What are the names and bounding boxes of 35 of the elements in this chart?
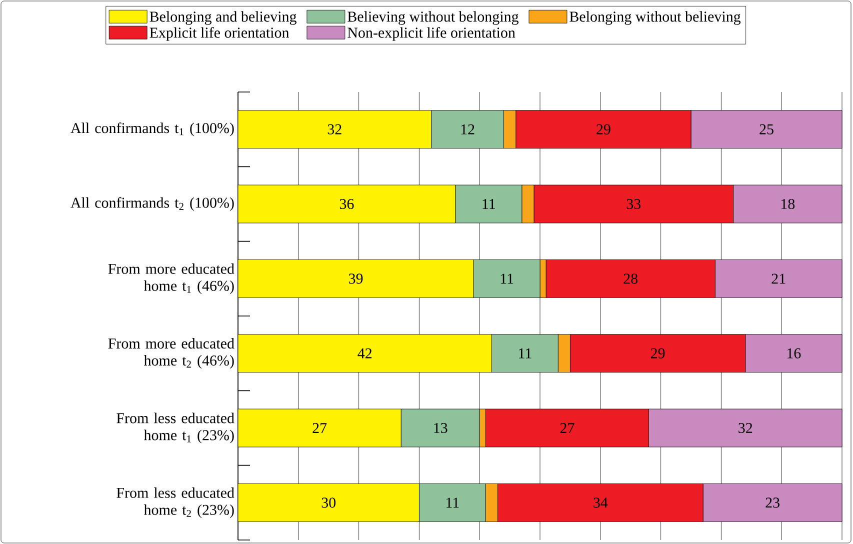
data-label: 11 [500,274,514,284]
data-label: 27 [312,423,327,433]
y-tick-label: From more educated home t$_{1}$ (46%) [108,263,234,294]
data-label: 34 [594,498,608,508]
data-label: 23 [766,498,780,508]
data-label: 32 [738,422,752,434]
legend-label: Non-explicit life orientation [348,27,516,41]
data-label: 36 [340,198,354,210]
data-label: 25 [760,124,774,134]
y-tick-label: From less educated home t$_{1}$ (23%) [116,412,234,444]
y-tick-label: All confirmands t$_{2}$ (100%) [70,197,234,211]
data-label: 30 [322,498,336,508]
data-label: 39 [349,274,363,284]
data-label: 42 [358,348,372,358]
data-label: 29 [650,348,665,358]
data-label: 18 [781,198,795,210]
data-label: 16 [788,348,801,358]
data-label: 29 [596,124,610,134]
legend-label: Belonging without believing [570,11,741,25]
data-label: 33 [626,198,641,210]
data-label: 27 [560,423,574,433]
data-label: 32 [328,124,342,134]
data-label: 21 [772,274,786,284]
legend-label: Believing without belonging [348,11,519,25]
data-label: 11 [518,348,532,358]
legend-label: Belonging and believing [150,11,296,25]
data-label: 11 [446,498,459,508]
legend-label: Explicit life orientation [150,27,290,41]
data-label: 13 [434,422,448,434]
y-tick-label: From less educated home t$_{2}$ (23%) [116,487,234,518]
data-label: 12 [461,124,474,134]
y-tick-label: All confirmands t$_{1}$ (100%) [70,122,234,136]
data-label: 11 [482,199,495,209]
y-tick-label: From more educated home t$_{2}$ (46%) [108,338,234,369]
data-label: 28 [624,274,638,284]
